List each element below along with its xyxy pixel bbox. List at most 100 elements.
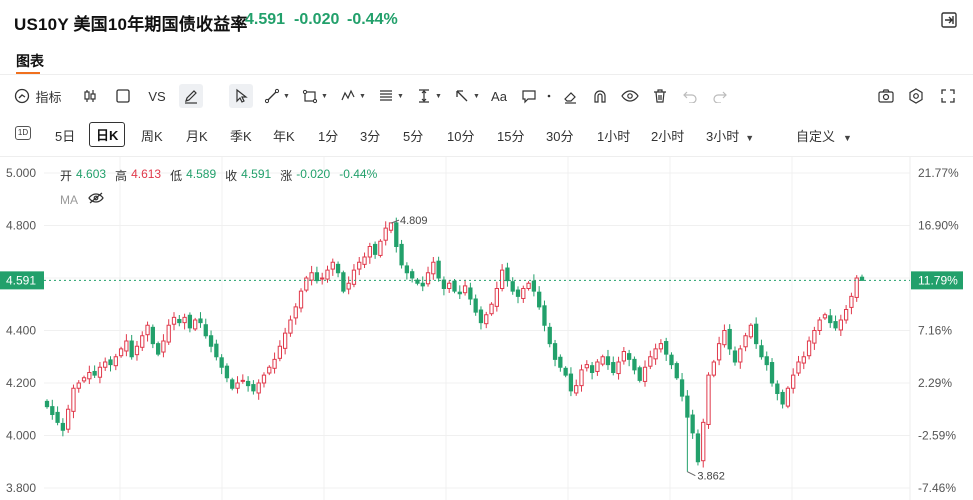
eye-off-icon[interactable]	[88, 192, 104, 207]
fib-tool-icon[interactable]: ▼	[376, 84, 406, 108]
line-tool-icon[interactable]: ▼	[262, 84, 292, 108]
symbol-title: US10Y 美国10年期国债收益率	[14, 15, 248, 34]
candle-body	[171, 316, 177, 325]
period-2h[interactable]: 2小时	[651, 129, 685, 144]
candle-body	[690, 414, 695, 434]
eraser-icon[interactable]	[560, 84, 580, 108]
period-daily[interactable]: 日K	[89, 122, 126, 147]
redo-icon[interactable]	[710, 84, 730, 108]
custom-period-dropdown[interactable]: 自定义 ▼	[796, 126, 852, 145]
candle-body	[198, 318, 203, 324]
candle-body	[87, 372, 92, 380]
tab-chart[interactable]: 图表	[16, 53, 44, 69]
candle-body	[230, 379, 235, 389]
candle-body	[267, 366, 272, 374]
candle-body	[738, 348, 743, 363]
period-1h[interactable]: 1小时	[597, 129, 631, 144]
candle-body	[563, 367, 568, 376]
eye-icon[interactable]	[620, 84, 640, 108]
y-tick-right: 2.29%	[918, 376, 952, 390]
candle-body	[579, 369, 584, 387]
candle-body	[521, 288, 526, 299]
candle-body	[288, 319, 293, 334]
candle-body	[447, 282, 452, 289]
chevron-down-icon: ▼	[843, 133, 852, 143]
period-monthly[interactable]: 月K	[186, 129, 208, 144]
candle-body	[611, 362, 616, 373]
text-tool-button[interactable]: Aa	[491, 88, 507, 104]
period-10m[interactable]: 10分	[447, 129, 475, 144]
candle-body	[669, 354, 674, 366]
period-5m[interactable]: 5分	[403, 129, 424, 144]
open-value: 4.603	[76, 167, 107, 181]
candle-body	[801, 356, 806, 364]
period-weekly[interactable]: 周K	[141, 129, 163, 144]
vs-button[interactable]: VS	[148, 88, 166, 104]
undo-icon[interactable]	[680, 84, 700, 108]
candle-body	[478, 309, 484, 324]
candle-body	[711, 361, 716, 376]
drawing-toolbar: 指标 VS ▼ ▼ ▼ ▼ ▼ ▼ Aa	[0, 82, 973, 110]
candle-body	[748, 324, 754, 338]
candle-body	[44, 400, 50, 408]
y-tick-right: 21.77%	[918, 166, 959, 180]
shape-tool-icon[interactable]: ▼	[300, 84, 330, 108]
candle-body	[150, 326, 155, 345]
indicator-button[interactable]: 指标	[14, 84, 62, 108]
candle-body	[55, 411, 60, 423]
divider	[0, 74, 973, 75]
brush-icon[interactable]	[179, 84, 203, 108]
candle-body	[780, 391, 785, 405]
candle-body	[436, 260, 441, 279]
candle-body	[240, 379, 245, 382]
candle-body	[849, 295, 854, 308]
period-1m[interactable]: 1分	[318, 129, 339, 144]
candle-body	[605, 356, 611, 366]
candle-type-icon[interactable]	[80, 84, 100, 108]
candlestick-chart[interactable]: 5.0004.8004.6004.4004.2004.0003.80021.77…	[0, 157, 973, 500]
candle-body	[685, 395, 690, 418]
trash-icon[interactable]	[650, 84, 670, 108]
arrow-tool-icon[interactable]: ▼	[452, 84, 482, 108]
candle-body	[140, 335, 145, 348]
period-30m[interactable]: 30分	[546, 129, 574, 144]
square-icon[interactable]	[113, 84, 133, 108]
high-value: 4.613	[131, 167, 162, 181]
cursor-icon[interactable]	[229, 84, 253, 108]
period-3m[interactable]: 3分	[360, 129, 381, 144]
fullscreen-icon[interactable]	[938, 84, 958, 108]
candle-body	[759, 345, 764, 358]
pattern-tool-icon[interactable]: ▼	[338, 84, 368, 108]
candle-body	[722, 330, 727, 346]
candle-body	[325, 269, 330, 280]
one-day-button[interactable]: 1D	[15, 126, 31, 140]
y-tick-right: 7.16%	[918, 324, 952, 338]
exit-icon[interactable]	[941, 12, 957, 28]
settings-icon[interactable]	[906, 84, 926, 108]
measure-tool-icon[interactable]: ▼	[414, 84, 444, 108]
candle-body	[568, 373, 574, 392]
candle-body	[187, 314, 193, 329]
candle-body	[812, 330, 817, 344]
divider	[0, 156, 973, 157]
camera-icon[interactable]	[876, 84, 896, 108]
period-yearly[interactable]: 年K	[273, 129, 295, 144]
last-pct-tag	[911, 271, 963, 290]
low-value: 4.589	[186, 167, 217, 181]
candle-body	[314, 272, 320, 282]
magnet-icon[interactable]	[590, 84, 610, 108]
candle-body	[134, 345, 140, 356]
quote-header: US10Y 美国10年期国债收益率 4.591 -0.020 -0.44%	[0, 0, 973, 42]
candle-body	[595, 361, 600, 372]
candle-body	[161, 340, 166, 353]
period-3h[interactable]: 3小时 ▼	[706, 126, 754, 145]
candle-body	[372, 243, 378, 255]
candle-body	[341, 272, 346, 292]
candle-body	[499, 269, 505, 289]
period-15m[interactable]: 15分	[497, 129, 525, 144]
comment-icon[interactable]	[519, 84, 539, 108]
period-quarterly[interactable]: 季K	[230, 129, 252, 144]
candle-body	[335, 263, 341, 274]
candle-body	[796, 361, 801, 374]
period-5d[interactable]: 5日	[55, 129, 76, 144]
